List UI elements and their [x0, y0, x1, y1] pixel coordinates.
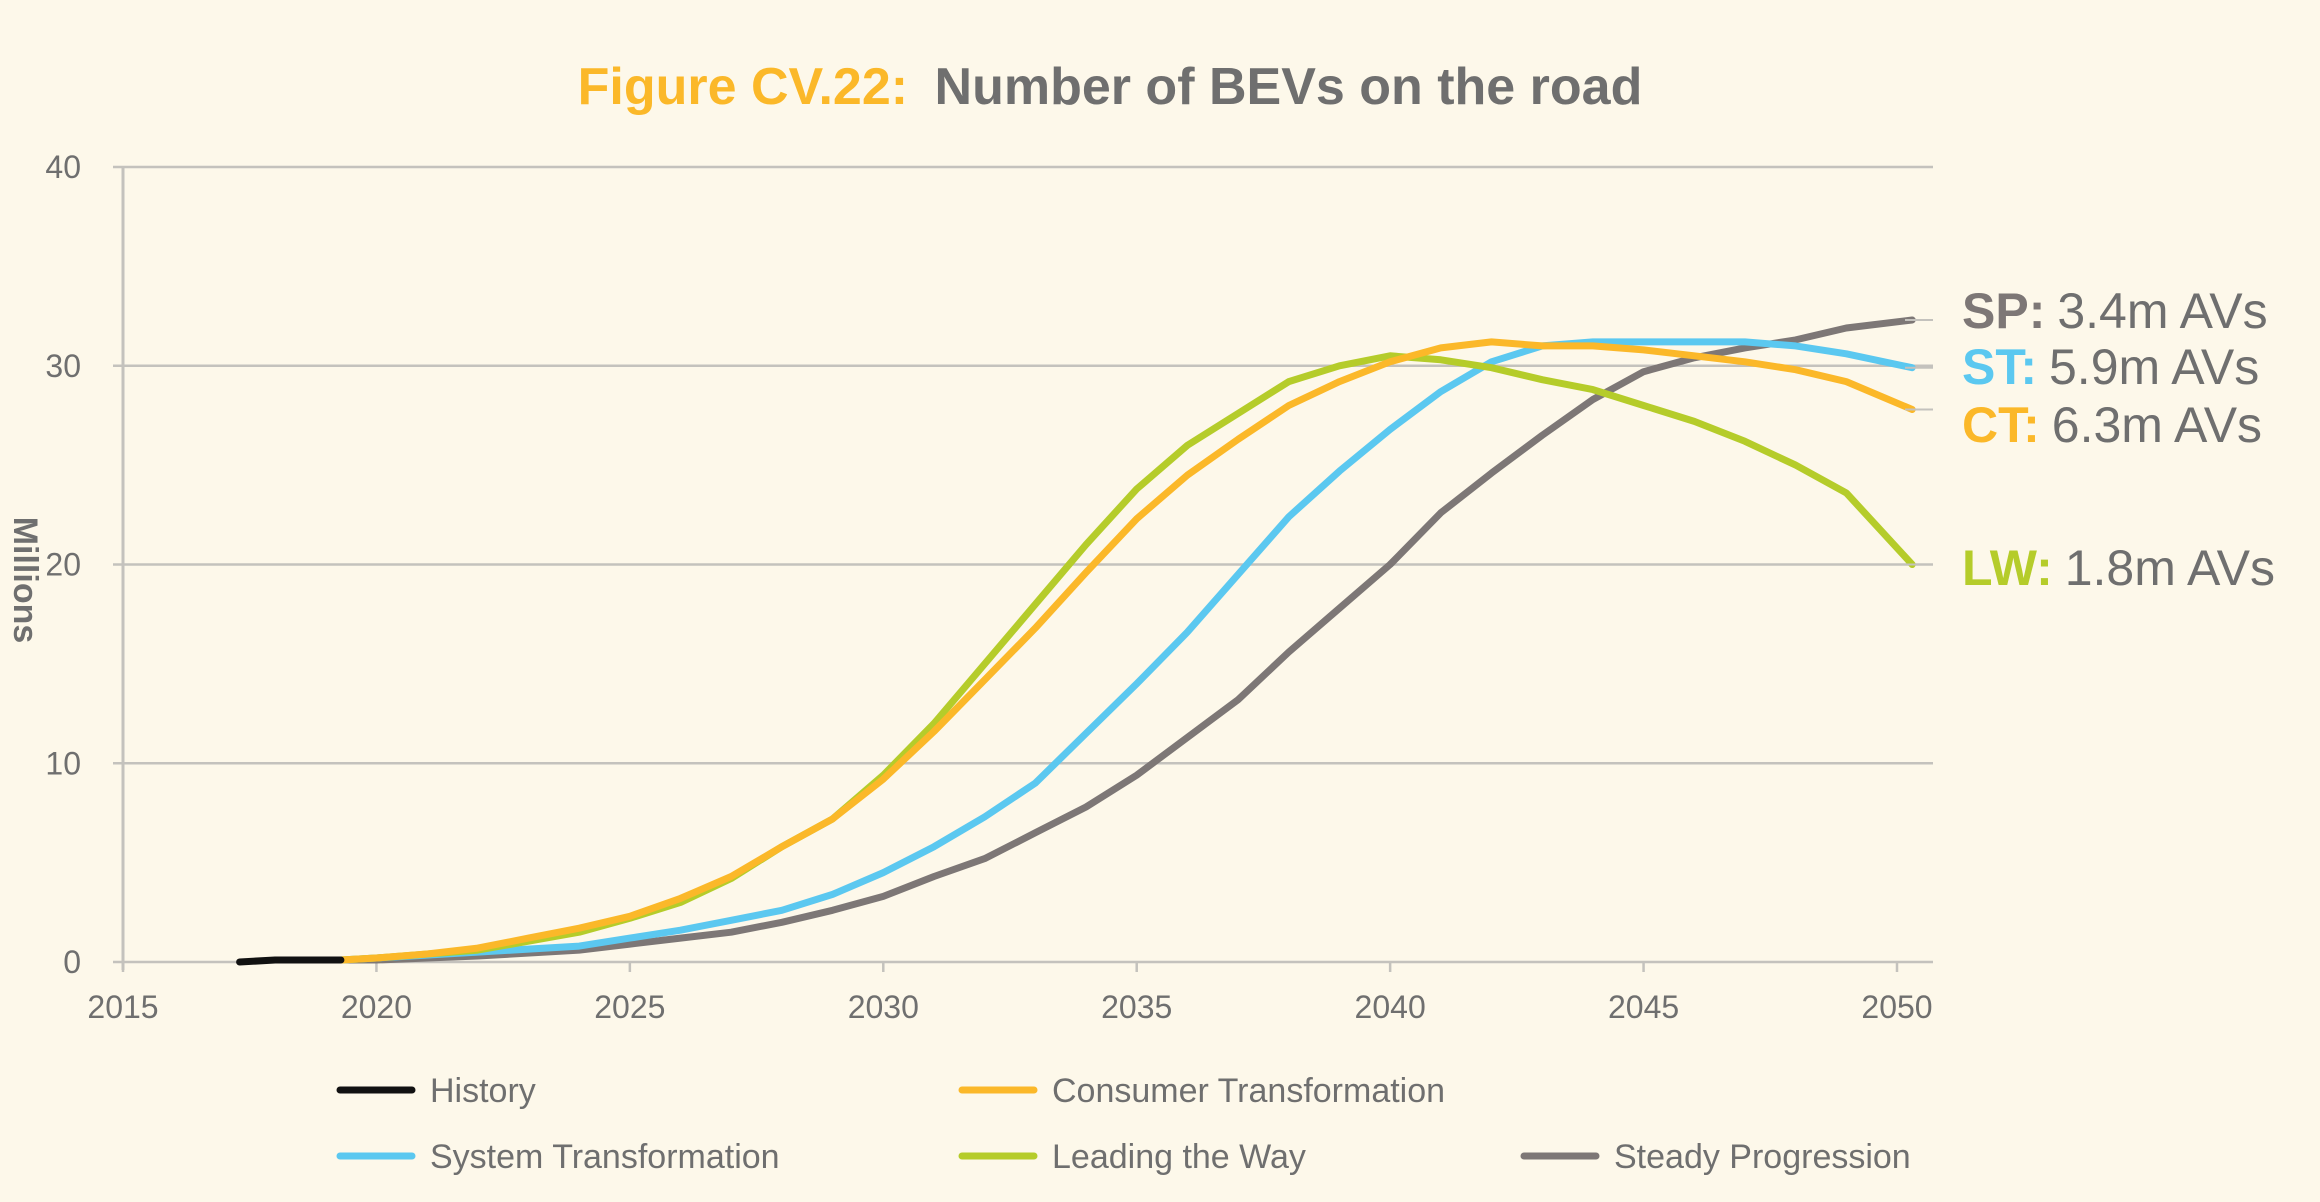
y-tick-label: 30: [45, 348, 81, 384]
title-text: Number of BEVs on the road: [935, 58, 1643, 116]
x-tick-label: 2040: [1355, 989, 1426, 1025]
x-tick-label: 2020: [341, 989, 412, 1025]
y-tick-label: 10: [45, 745, 81, 781]
annotation-key: SP:: [1962, 283, 2045, 339]
x-tick-label: 2030: [848, 989, 919, 1025]
annotation-label: ST: 5.9m AVs: [1962, 339, 2259, 395]
x-tick-label: 2025: [594, 989, 665, 1025]
y-tick-label: 40: [45, 149, 81, 185]
x-tick-label: 2045: [1608, 989, 1679, 1025]
series-line-leading-the-way: [337, 352, 1916, 964]
annotation-label: SP: 3.4m AVs: [1962, 283, 2268, 339]
y-axis-label: Millions: [6, 517, 44, 644]
y-tick-label: 20: [45, 547, 81, 583]
series-line-steady-progression: [337, 316, 1916, 964]
x-tick-label: 2050: [1861, 989, 1932, 1025]
annotation-value: 6.3m AVs: [2052, 397, 2262, 453]
series-line-consumer-transformation: [337, 338, 1916, 964]
y-tick-label: 0: [63, 944, 81, 980]
series-line-system-transformation: [337, 338, 1916, 964]
annotation-value: 1.8m AVs: [2065, 540, 2275, 596]
x-tick-label: 2035: [1101, 989, 1172, 1025]
annotation-key: ST:: [1962, 339, 2037, 395]
annotation-label: LW: 1.8m AVs: [1962, 540, 2275, 596]
series-line-history: [236, 956, 345, 966]
annotation-label: CT: 6.3m AVs: [1962, 397, 2262, 453]
annotation-key: LW:: [1962, 540, 2053, 596]
chart-title: Figure CV.22: Number of BEVs on the road: [578, 58, 1643, 116]
legend-label: Consumer Transformation: [1052, 1072, 1445, 1110]
annotation-value: 3.4m AVs: [2057, 283, 2267, 339]
legend-label: System Transformation: [430, 1138, 780, 1176]
legend-label: Steady Progression: [1614, 1138, 1911, 1176]
legend-label: Leading the Way: [1052, 1138, 1306, 1176]
title-prefix: Figure CV.22:: [578, 58, 908, 116]
annotation-value: 5.9m AVs: [2049, 339, 2259, 395]
legend-label: History: [430, 1072, 536, 1110]
x-tick-label: 2015: [87, 989, 158, 1025]
annotation-key: CT:: [1962, 397, 2040, 453]
